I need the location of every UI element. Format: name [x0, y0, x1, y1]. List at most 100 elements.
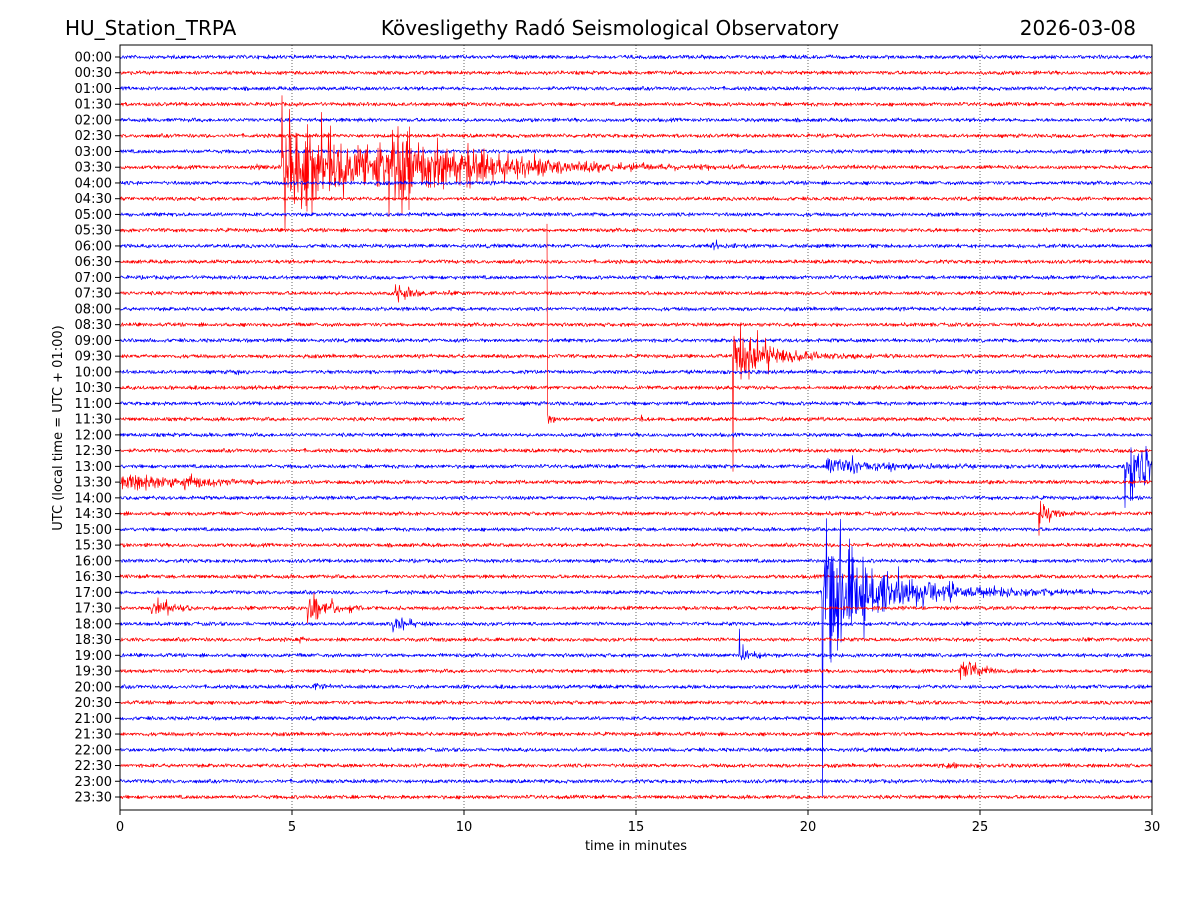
trace-0600	[119, 239, 1153, 251]
y-tick-label: 16:30	[75, 570, 112, 585]
trace-2230	[119, 761, 1153, 769]
y-tick-label: 15:30	[75, 539, 112, 554]
y-tick-label: 03:30	[75, 161, 112, 176]
trace-1300	[119, 445, 1153, 508]
x-axis-label: time in minutes	[585, 839, 687, 854]
trace-0530	[119, 227, 1153, 233]
y-tick-label: 09:30	[75, 350, 112, 365]
y-tick-label: 01:00	[75, 82, 112, 97]
trace-1100	[119, 400, 1153, 406]
trace-0100	[119, 85, 1153, 92]
trace-1530	[119, 542, 1152, 548]
trace-1700	[119, 518, 1153, 797]
y-tick-label: 12:30	[75, 444, 112, 459]
trace-1000	[119, 369, 1153, 376]
x-tick-label: 20	[800, 820, 817, 835]
trace-1430	[119, 500, 1153, 536]
trace-1200	[119, 432, 1153, 438]
trace-1730	[119, 592, 1153, 624]
x-tick-label: 0	[116, 820, 124, 835]
trace-2200	[119, 747, 1153, 753]
trace-1600	[119, 558, 1153, 564]
trace-1800	[119, 617, 1153, 633]
y-tick-label: 17:30	[75, 602, 112, 617]
trace-0230	[119, 133, 1153, 139]
y-tick-label: 01:30	[75, 98, 112, 113]
trace-1630	[119, 574, 1153, 580]
y-tick-labels: 00:0000:3001:0001:3002:0002:3003:0003:30…	[75, 51, 120, 806]
x-tick-label: 25	[972, 820, 989, 835]
trace-0030	[119, 70, 1153, 76]
trace-1500	[119, 526, 1152, 532]
y-tick-label: 17:00	[75, 586, 112, 601]
trace-0630	[119, 259, 1153, 265]
trace-2100	[119, 715, 1153, 721]
traces	[119, 54, 1153, 800]
trace-1230	[119, 448, 1153, 454]
y-tick-label: 21:00	[75, 712, 112, 727]
y-tick-label: 20:30	[75, 696, 112, 711]
y-tick-label: 22:30	[75, 759, 112, 774]
trace-2000	[119, 683, 1153, 691]
y-tick-label: 06:30	[75, 255, 112, 270]
trace-0830	[119, 322, 1153, 328]
y-tick-label: 09:00	[75, 334, 112, 349]
y-tick-label: 10:00	[75, 365, 112, 380]
trace-0930	[119, 323, 1153, 472]
y-tick-label: 05:30	[75, 224, 112, 239]
y-tick-label: 22:00	[75, 743, 112, 758]
x-tick-labels: 0 5 10 15 20 25 30	[116, 810, 1160, 835]
x-tick-label: 15	[628, 820, 645, 835]
trace-0430	[119, 196, 1153, 202]
y-tick-label: 15:00	[75, 523, 112, 538]
trace-1130	[119, 416, 465, 422]
y-tick-label: 13:30	[75, 476, 112, 491]
y-tick-label: 07:00	[75, 271, 112, 286]
y-tick-label: 14:00	[75, 491, 112, 506]
trace-0400	[119, 180, 1153, 186]
trace-0130	[119, 101, 1153, 107]
y-tick-label: 02:00	[75, 113, 112, 128]
trace-2130	[119, 731, 1153, 737]
trace-1830	[119, 636, 1153, 644]
y-tick-label: 07:30	[75, 287, 112, 302]
trace-2330	[119, 794, 1153, 800]
trace-1930	[119, 661, 1153, 681]
y-tick-label: 06:00	[75, 239, 112, 254]
y-tick-label: 04:00	[75, 176, 112, 191]
date-title: 2026-03-08	[1020, 16, 1136, 40]
x-tick-label: 10	[456, 820, 473, 835]
x-tick-label: 30	[1144, 820, 1161, 835]
station-title: HU_Station_TRPA	[65, 16, 237, 40]
chart-title: Kövesligethy Radó Seismological Observat…	[381, 16, 839, 40]
y-tick-label: 18:30	[75, 633, 112, 648]
y-tick-label: 23:30	[75, 791, 112, 806]
y-tick-label: 00:00	[75, 51, 112, 66]
y-tick-label: 08:30	[75, 318, 112, 333]
trace-1330	[119, 473, 1153, 491]
y-tick-label: 12:00	[75, 428, 112, 443]
trace-1400	[119, 495, 1153, 501]
trace-0330	[119, 95, 1153, 231]
y-tick-label: 16:00	[75, 554, 112, 569]
trace-0900	[119, 337, 1153, 343]
y-tick-label: 10:30	[75, 381, 112, 396]
y-tick-label: 08:00	[75, 302, 112, 317]
trace-1030	[119, 384, 1153, 391]
y-tick-label: 02:30	[75, 129, 112, 144]
trace-1900	[119, 628, 1153, 661]
trace-0500	[119, 211, 1153, 218]
trace-0800	[119, 306, 1153, 312]
y-axis-label: UTC (local time = UTC + 01:00)	[51, 325, 66, 530]
trace-0200	[119, 117, 1153, 123]
y-tick-label: 21:30	[75, 728, 112, 743]
trace-0700	[119, 274, 1153, 280]
y-tick-label: 19:30	[75, 665, 112, 680]
y-tick-label: 05:00	[75, 208, 112, 223]
y-tick-label: 11:00	[75, 397, 112, 412]
y-tick-label: 00:30	[75, 66, 112, 81]
y-tick-label: 23:00	[75, 775, 112, 790]
trace-0730	[119, 284, 1153, 303]
trace-1130	[546, 223, 1153, 424]
